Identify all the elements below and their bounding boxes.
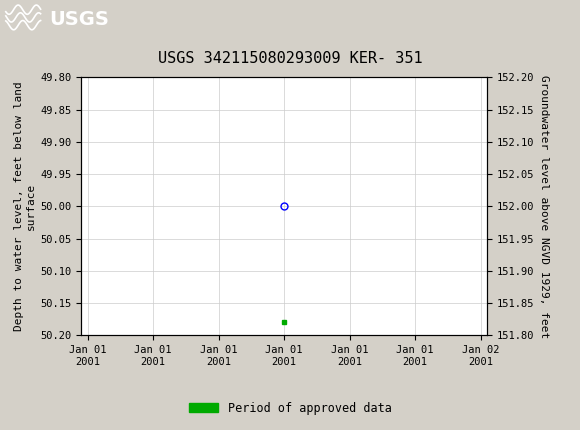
Y-axis label: Groundwater level above NGVD 1929, feet: Groundwater level above NGVD 1929, feet [539, 75, 549, 338]
Legend: Period of approved data: Period of approved data [184, 397, 396, 420]
Text: USGS 342115080293009 KER- 351: USGS 342115080293009 KER- 351 [158, 51, 422, 65]
Y-axis label: Depth to water level, feet below land
surface: Depth to water level, feet below land su… [14, 82, 36, 331]
Text: USGS: USGS [49, 10, 109, 29]
